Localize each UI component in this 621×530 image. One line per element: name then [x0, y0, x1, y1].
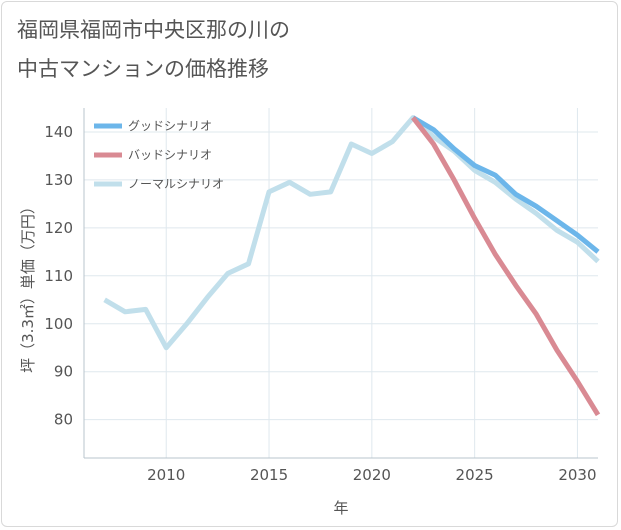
axes: [83, 108, 598, 459]
x-tick-label-2010: 2010: [147, 466, 185, 484]
chart-title-line-1: 福岡県福岡市中央区那の川の: [17, 18, 290, 42]
legend-label-bad: バッドシナリオ: [128, 148, 212, 162]
x-axis-title: 年: [333, 499, 348, 517]
x-tick-label-2015: 2015: [250, 466, 288, 484]
y-tick-label-100: 100: [44, 315, 73, 333]
y-axis-title: 坪（3.3㎡）単価（万円）: [19, 199, 37, 373]
legend-label-good: グッドシナリオ: [128, 119, 212, 133]
series-line-good: [411, 115, 600, 254]
series-lines: [103, 115, 601, 417]
y-tick-label-140: 140: [44, 123, 73, 141]
legend-label-normal: ノーマルシナリオ: [128, 177, 224, 191]
y-tick-label-90: 90: [54, 363, 73, 381]
series-line-bad: [411, 116, 601, 417]
x-tick-label-2020: 2020: [353, 466, 391, 484]
tick-labels: 2010 2015 2020 2025 2030 80 90 100 110 120 130 140: [44, 123, 596, 484]
y-tick-label-130: 130: [44, 171, 73, 189]
series-line-normal: [103, 115, 600, 351]
chart-title-line-2: 中古マンションの価格推移: [17, 57, 269, 81]
y-tick-label-110: 110: [44, 267, 73, 285]
y-tick-label-80: 80: [54, 411, 73, 429]
x-tick-label-2025: 2025: [456, 466, 494, 484]
x-tick-label-2030: 2030: [558, 466, 596, 484]
y-tick-label-120: 120: [44, 219, 73, 237]
